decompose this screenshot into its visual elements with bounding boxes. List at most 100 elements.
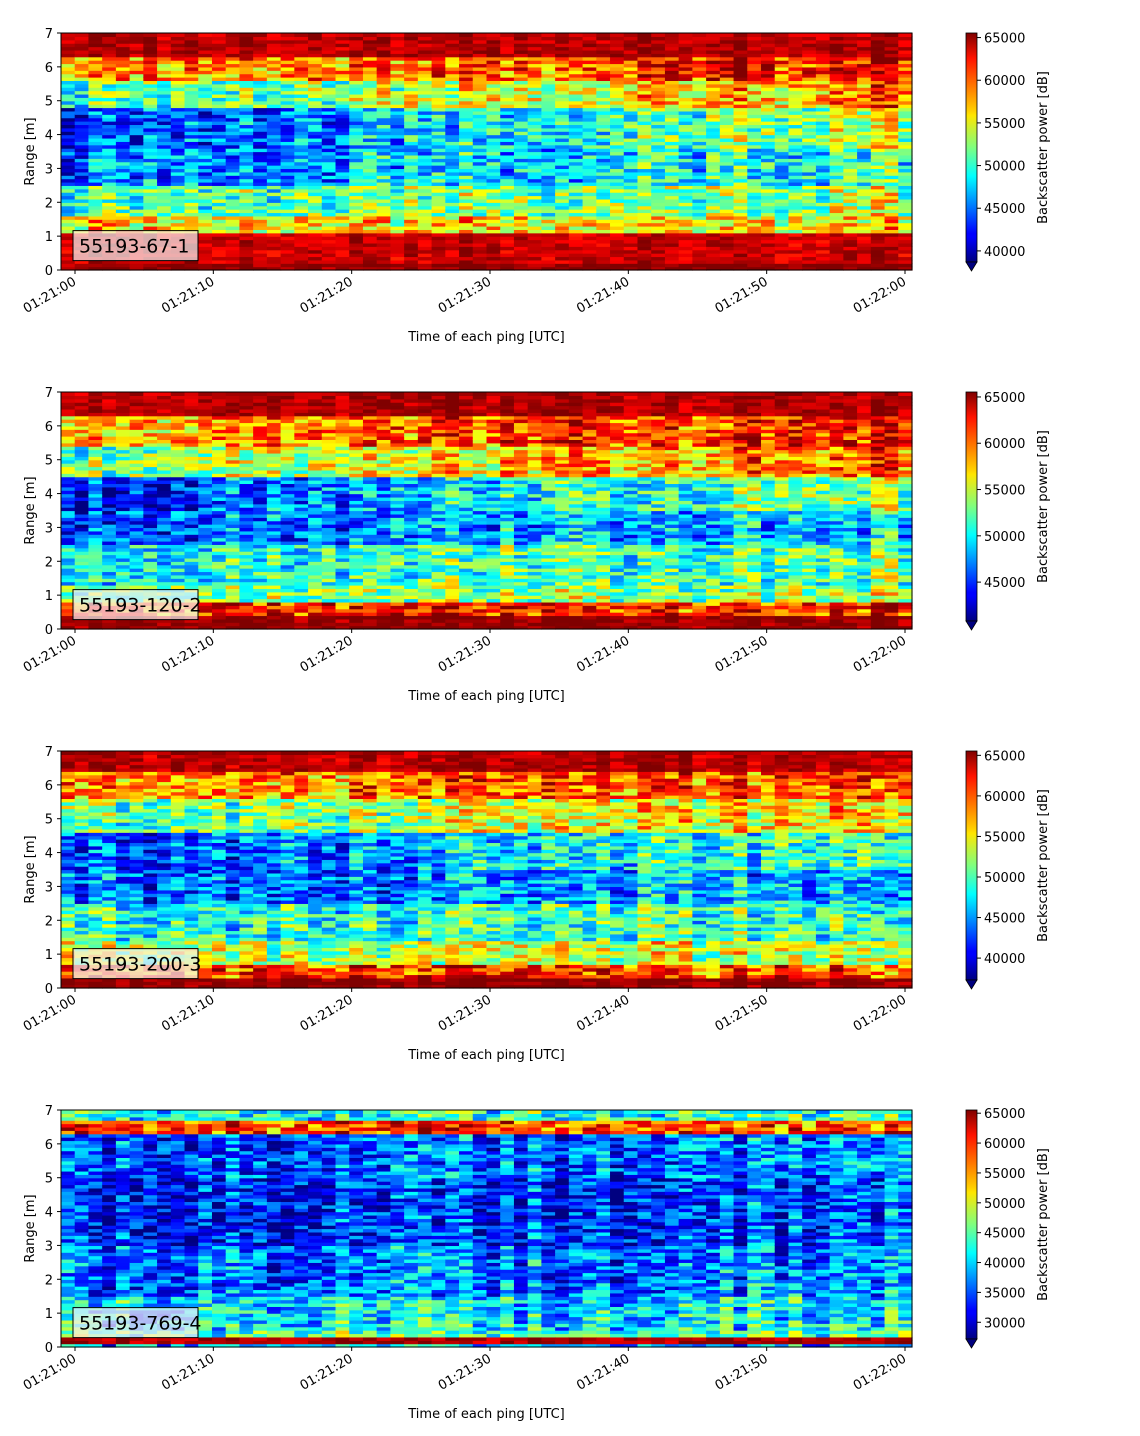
heatmap-cell: [266, 70, 282, 75]
heatmap-cell: [239, 46, 254, 51]
heatmap-cell: [225, 73, 241, 78]
heatmap-cell: [225, 127, 241, 132]
heatmap-cell: [376, 212, 392, 217]
heatmap-cell: [198, 165, 213, 170]
heatmap-cell: [362, 107, 378, 112]
heatmap-cell: [115, 185, 131, 190]
heatmap-cell: [198, 225, 213, 230]
heatmap-cell: [129, 97, 144, 102]
heatmap-cell: [239, 215, 254, 220]
heatmap-cell: [390, 249, 405, 254]
heatmap-cell: [198, 232, 213, 237]
heatmap-cell: [349, 60, 364, 65]
heatmap-cell: [335, 222, 350, 227]
heatmap-cell: [225, 209, 241, 214]
heatmap-cell: [143, 185, 158, 190]
heatmap-cell: [143, 114, 158, 119]
heatmap-cell: [253, 100, 268, 105]
heatmap-cell: [308, 225, 323, 230]
heatmap-cell: [335, 236, 350, 241]
heatmap-cell: [225, 83, 241, 88]
heatmap-cell: [376, 97, 392, 102]
heatmap-cell: [184, 134, 199, 139]
heatmap-cell: [211, 171, 227, 176]
heatmap-cell: [390, 158, 405, 163]
heatmap-cell: [88, 259, 103, 264]
heatmap-cell: [239, 66, 254, 71]
heatmap-cell: [170, 114, 186, 119]
heatmap-cell: [321, 212, 337, 217]
heatmap-cell: [198, 46, 213, 51]
heatmap-cell: [170, 188, 186, 193]
heatmap-cell: [417, 209, 433, 214]
heatmap-cell: [129, 110, 144, 115]
heatmap-cell: [129, 60, 144, 65]
heatmap-cell: [266, 148, 282, 153]
heatmap-cell: [115, 70, 131, 75]
heatmap-cell: [294, 222, 309, 227]
heatmap-cell: [266, 93, 282, 98]
heatmap-cell: [129, 202, 144, 207]
heatmap-cell: [225, 198, 241, 203]
heatmap-cell: [390, 121, 405, 126]
heatmap-cell: [692, 33, 707, 37]
heatmap-cell: [102, 131, 117, 136]
heatmap-cell: [211, 205, 227, 210]
heatmap-cell: [308, 195, 323, 200]
heatmap-cell: [102, 80, 117, 85]
heatmap-cell: [280, 205, 295, 210]
heatmap-cell: [308, 121, 323, 126]
heatmap-cell: [115, 392, 131, 396]
heatmap-cell: [102, 60, 117, 65]
heatmap-cell: [88, 168, 103, 173]
heatmap-cell: [280, 83, 295, 88]
heatmap-cell: [225, 110, 241, 115]
heatmap-cell: [239, 192, 254, 197]
heatmap-cell: [294, 154, 309, 159]
heatmap-cell: [61, 246, 76, 251]
heatmap-cell: [157, 185, 172, 190]
heatmap-cell: [294, 77, 309, 81]
heatmap-cell: [362, 53, 378, 58]
heatmap-cell: [417, 83, 433, 88]
heatmap-cell: [362, 73, 378, 78]
heatmap-cell: [404, 175, 419, 180]
heatmap-cell: [321, 263, 337, 268]
heatmap-cell: [88, 107, 103, 112]
heatmap-cell: [102, 178, 117, 183]
heatmap-cell: [321, 148, 337, 153]
heatmap-cell: [404, 97, 419, 102]
heatmap-cell: [198, 70, 213, 75]
heatmap-cell: [88, 46, 103, 51]
heatmap-cell: [308, 242, 323, 247]
heatmap-cell: [198, 215, 213, 220]
heatmap-cell: [184, 36, 199, 41]
heatmap-cell: [280, 198, 295, 203]
heatmap-cell: [321, 63, 337, 68]
heatmap-cell: [211, 154, 227, 159]
heatmap-cell: [335, 39, 350, 44]
heatmap-cell: [61, 43, 76, 48]
heatmap-cell: [253, 53, 268, 58]
heatmap-cell: [349, 39, 364, 44]
heatmap-cell: [294, 171, 309, 176]
heatmap-cell: [321, 144, 337, 149]
heatmap-cell: [321, 100, 337, 105]
heatmap-cell: [61, 232, 76, 237]
heatmap-cell: [404, 70, 419, 75]
heatmap-cell: [266, 97, 282, 102]
heatmap-cell: [102, 158, 117, 163]
heatmap-cell: [198, 127, 213, 132]
heatmap-cell: [280, 90, 295, 95]
heatmap-cell: [266, 134, 282, 139]
heatmap-cell: [376, 195, 392, 200]
heatmap-cell: [870, 33, 886, 37]
heatmap-cell: [253, 202, 268, 207]
heatmap-cell: [253, 266, 268, 271]
heatmap-cell: [170, 70, 186, 75]
heatmap-cell: [362, 83, 378, 88]
heatmap-cell: [184, 127, 199, 132]
heatmap-cell: [362, 124, 378, 129]
heatmap-cell: [308, 80, 323, 85]
heatmap-cell: [225, 222, 241, 227]
